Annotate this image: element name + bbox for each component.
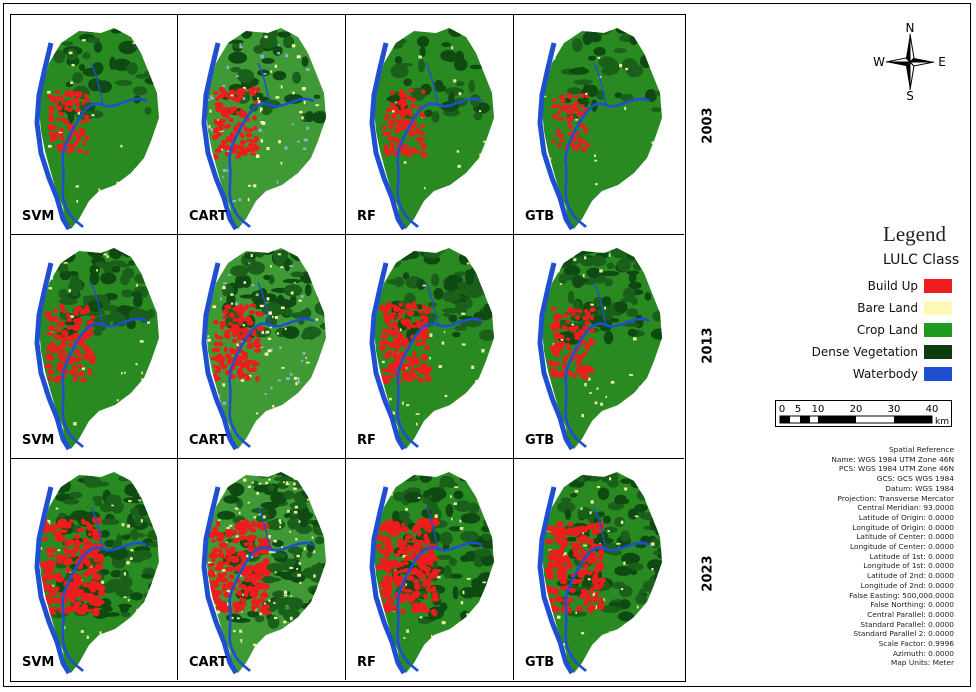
legend-item: Bare Land [857, 298, 952, 318]
spatial-reference-line: Latitude of Center: 0.0000 [856, 532, 954, 542]
lulc-map [369, 28, 494, 231]
lulc-map [369, 472, 494, 675]
lulc-map [201, 472, 326, 675]
legend-item: Build Up [868, 276, 952, 296]
scale-tick-20: 20 [850, 404, 863, 415]
spatial-reference-line: Standard Parallel: 0.0000 [860, 619, 954, 629]
year-label-2013: 2013 [700, 327, 716, 364]
model-label: RF [357, 433, 376, 448]
model-label: CART [189, 433, 227, 448]
lulc-map [537, 28, 662, 231]
spatial-reference-line: GCS: GCS WGS 1984 [876, 474, 954, 484]
legend-subtitle: LULC Class [883, 252, 960, 268]
lulc-map [369, 248, 494, 451]
spatial-reference-line: Longitude of 1st: 0.0000 [863, 561, 954, 571]
legend-swatch [924, 345, 952, 359]
spatial-reference-line: Longitude of Center: 0.0000 [849, 542, 954, 552]
scale-tick-30: 30 [888, 404, 901, 415]
compass-w: W [873, 55, 885, 69]
classification-grid: SVM CART RF GTB SVM CART RF GTB SVM CART RF GTB [10, 14, 686, 682]
model-label: SVM [22, 209, 55, 224]
model-label: RF [357, 209, 376, 224]
map-panel-2013-cart: CART [178, 235, 346, 459]
legend-swatch [924, 301, 952, 315]
scale-tick-5: 5 [795, 404, 801, 415]
model-label: CART [189, 655, 227, 670]
spatial-reference-line: Datum: WGS 1984 [885, 483, 954, 493]
spatial-reference-line: Standard Parallel 2: 0.0000 [853, 629, 954, 639]
legend-item: Dense Vegetation [812, 342, 952, 362]
model-label: CART [189, 209, 227, 224]
spatial-reference-line: Map Units: Meter [890, 658, 954, 668]
model-label: GTB [525, 655, 555, 670]
scale-tick-40: 40 [926, 404, 939, 415]
lulc-map [537, 472, 662, 675]
legend-label: Bare Land [857, 301, 918, 315]
map-panel-2013-gtb: GTB [514, 235, 684, 459]
map-panel-2003-cart: CART [178, 15, 346, 235]
compass-e: E [938, 55, 946, 69]
lulc-map [201, 28, 326, 231]
legend-swatch [924, 323, 952, 337]
legend-label: Build Up [867, 279, 918, 293]
model-label: SVM [22, 433, 55, 448]
map-panel-2023-cart: CART [178, 459, 346, 680]
lulc-map [537, 248, 662, 451]
spatial-reference-line: Name: WGS 1984 UTM Zone 46N [831, 454, 954, 464]
lulc-map [34, 248, 159, 451]
legend-label: Crop Land [856, 323, 918, 337]
scale-tick-0: 0 [779, 404, 785, 415]
spatial-reference-line: Latitude of 2nd: 0.0000 [866, 571, 954, 581]
scale-bar: 0 5 10 20 30 40 km [775, 400, 952, 427]
legend-swatch [924, 367, 952, 381]
spatial-reference-line: Azimuth: 0.0000 [892, 648, 954, 658]
lulc-map [34, 28, 159, 231]
legend-swatch [924, 279, 952, 293]
spatial-reference-line: Scale Factor: 0.9996 [878, 639, 954, 649]
spatial-reference-line: Longitude of 2nd: 0.0000 [860, 580, 954, 590]
spatial-reference-line: Latitude of 1st: 0.0000 [869, 551, 954, 561]
year-label-2023: 2023 [700, 555, 716, 592]
legend-title: Legend [883, 222, 946, 246]
spatial-reference-line: False Easting: 500,000.0000 [849, 590, 954, 600]
map-panel-2023-svm: SVM [11, 459, 178, 680]
map-frame [3, 3, 971, 687]
north-arrow-icon: N S W E [873, 22, 946, 102]
legend-label: Dense Vegetation [811, 345, 918, 359]
legend-item: Waterbody [853, 364, 952, 384]
legend-item: Crop Land [857, 320, 952, 340]
map-panel-2023-rf: RF [346, 459, 514, 680]
model-label: RF [357, 655, 376, 670]
spatial-reference-line: Spatial Reference [888, 445, 954, 454]
spatial-reference-line: Central Parallel: 0.0000 [867, 609, 954, 619]
map-panel-2003-gtb: GTB [514, 15, 684, 235]
scale-unit: km [935, 417, 949, 427]
compass-n: N [906, 22, 915, 35]
spatial-reference-line: False Northing: 0.0000 [870, 600, 954, 610]
spatial-reference-line: Latitude of Origin: 0.0000 [858, 512, 954, 522]
map-panel-2003-rf: RF [346, 15, 514, 235]
lulc-map [201, 248, 326, 451]
scale-tick-10: 10 [812, 404, 825, 415]
model-label: GTB [525, 433, 555, 448]
year-label-2003: 2003 [700, 107, 716, 144]
legend-label: Waterbody [852, 367, 918, 381]
map-panel-2003-svm: SVM [11, 15, 178, 235]
spatial-reference: Spatial Reference Name: WGS 1984 UTM Zone… [831, 445, 954, 668]
compass-s: S [906, 89, 914, 102]
spatial-reference-line: Longitude of Origin: 0.0000 [852, 522, 954, 532]
map-panel-2023-gtb: GTB [514, 459, 684, 680]
spatial-reference-line: Projection: Transverse Mercator [837, 493, 954, 503]
model-label: SVM [22, 655, 55, 670]
map-panel-2013-rf: RF [346, 235, 514, 459]
spatial-reference-line: PCS: WGS 1984 UTM Zone 46N [838, 464, 954, 474]
map-panel-2013-svm: SVM [11, 235, 178, 459]
lulc-map [34, 472, 159, 675]
spatial-reference-line: Central Meridian: 93.0000 [857, 503, 954, 513]
model-label: GTB [525, 209, 555, 224]
